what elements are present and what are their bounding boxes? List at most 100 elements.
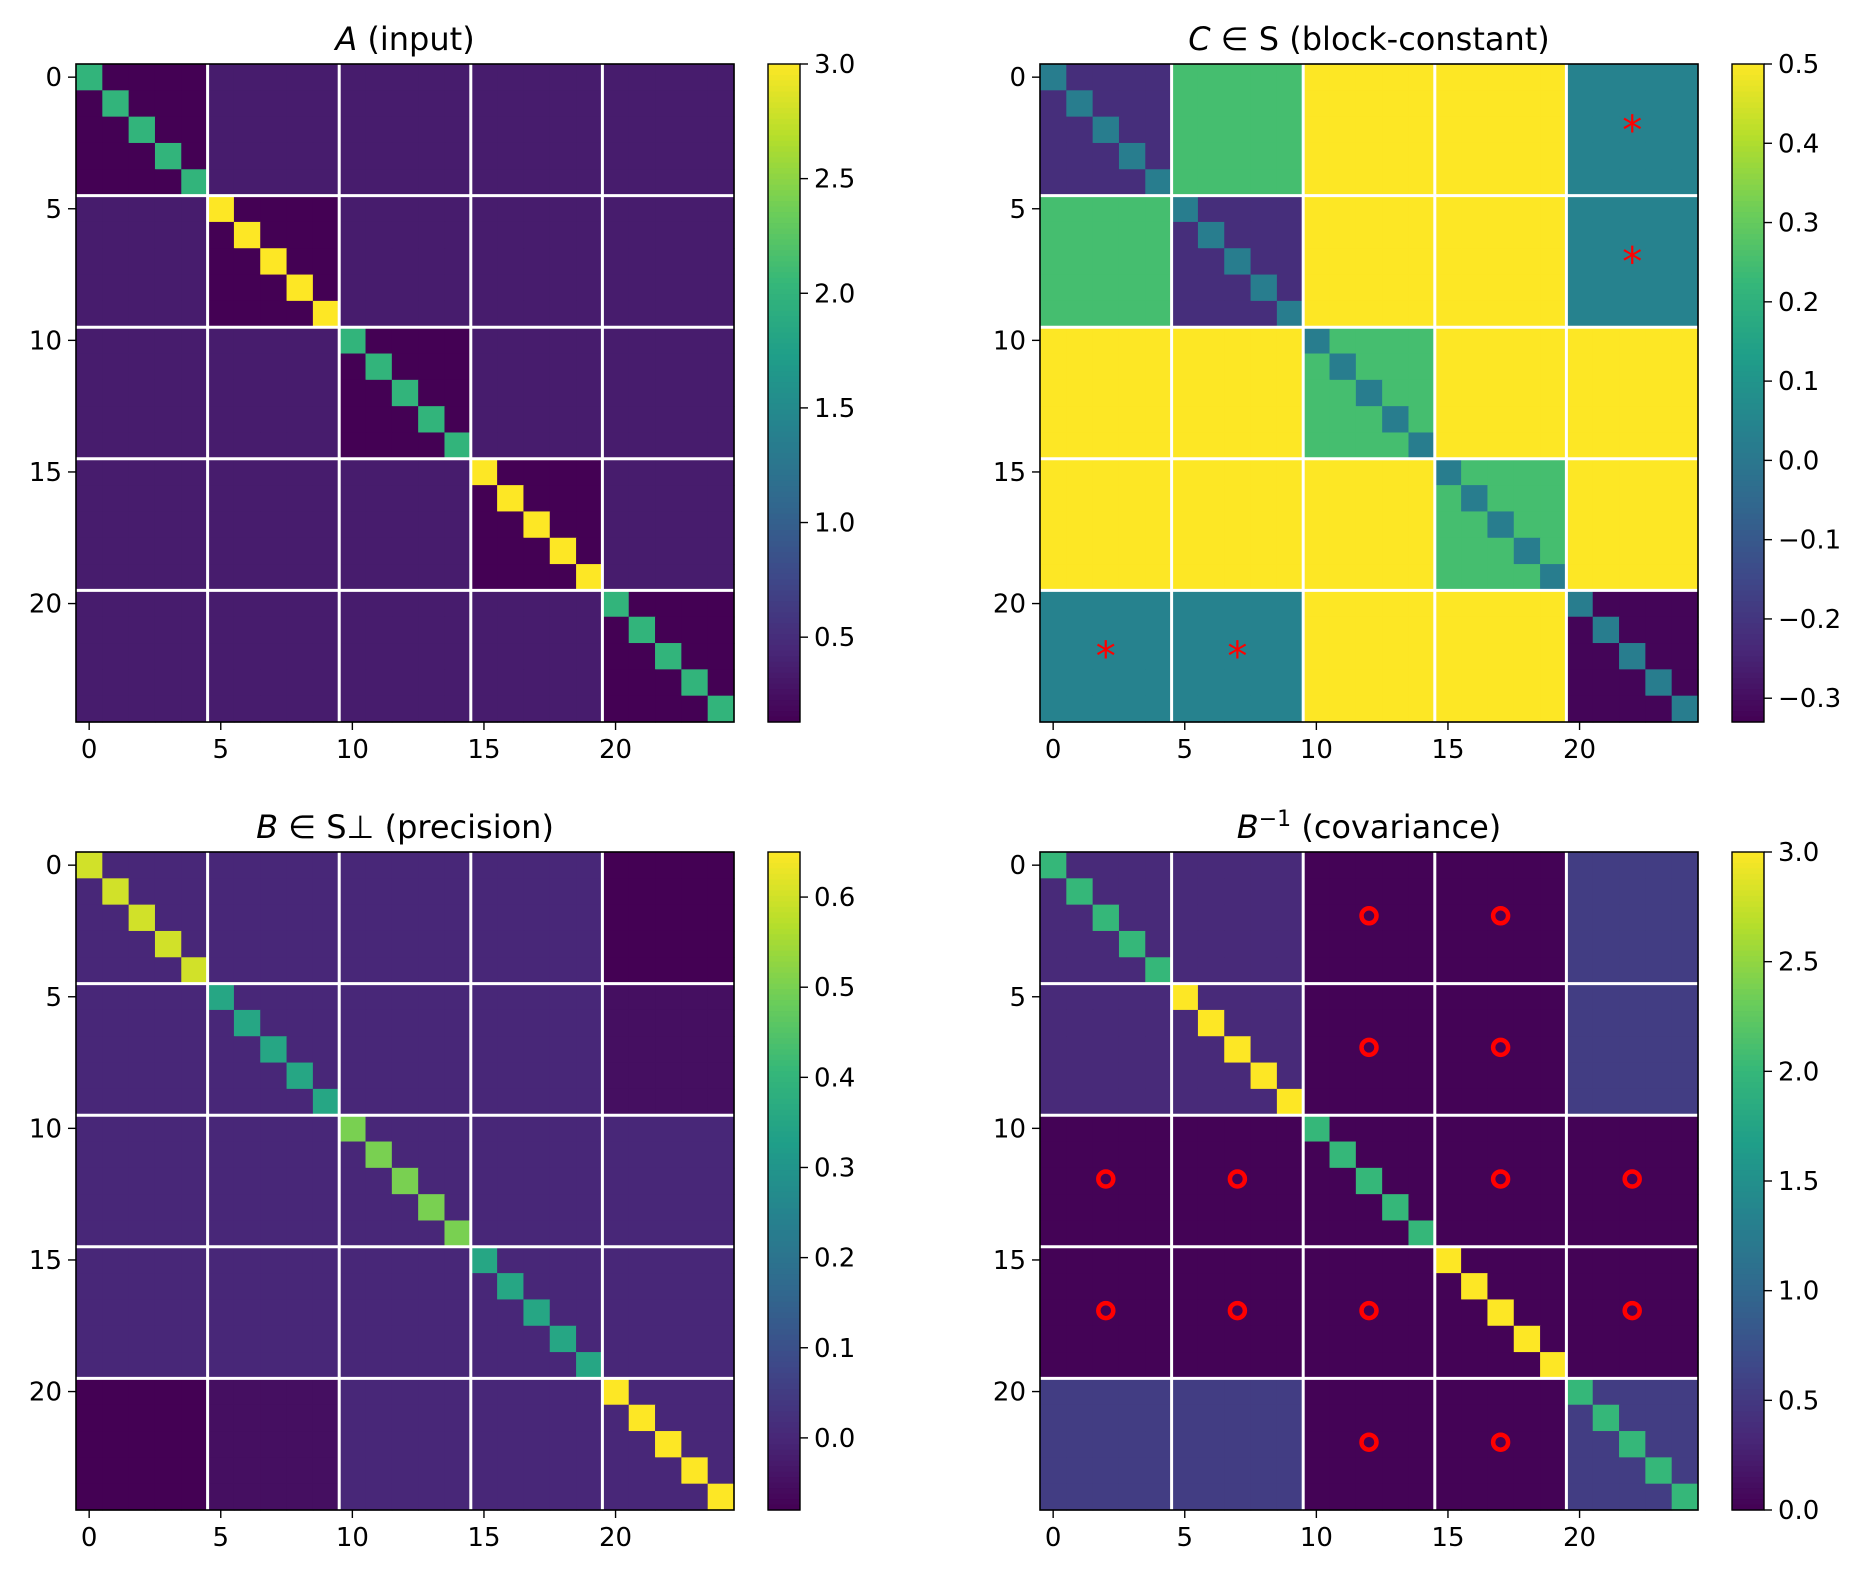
heatmap-cell: [1513, 695, 1541, 723]
heatmap-cell: [181, 1457, 209, 1485]
heatmap-cell: [312, 1062, 340, 1090]
heatmap-cell: [339, 1457, 367, 1485]
colorbar-segment: [768, 1416, 800, 1423]
heatmap-cell: [1671, 485, 1699, 513]
heatmap-cell: [102, 1167, 130, 1195]
heatmap-cell: [391, 1036, 419, 1064]
heatmap-cell: [1145, 353, 1173, 381]
heatmap-cell: [602, 904, 630, 932]
heatmap-cell: [1382, 643, 1410, 670]
colorbar-segment: [1732, 1312, 1764, 1319]
heatmap-cell: [1250, 248, 1278, 276]
heatmap-cell: [1513, 1325, 1541, 1353]
colorbar-segment: [768, 1460, 800, 1467]
heatmap-cell: [1382, 957, 1410, 985]
colorbar-segment: [1732, 349, 1764, 356]
colorbar-segment: [1732, 1394, 1764, 1401]
heatmap-cell: [1566, 983, 1594, 1011]
heatmap-cell: [1040, 458, 1067, 486]
heatmap-cell: [576, 1246, 603, 1274]
heatmap-cell: [1461, 1431, 1489, 1458]
heatmap-cell: [628, 353, 656, 381]
heatmap-cell: [1118, 379, 1146, 407]
heatmap-cell: [1040, 90, 1067, 118]
heatmap-cell: [1566, 878, 1594, 906]
heatmap-cell: [1250, 1483, 1278, 1511]
colorbar-segment: [768, 447, 800, 454]
colorbar-segment: [1732, 299, 1764, 306]
heatmap-cell: [128, 1404, 156, 1432]
heatmap-cell: [628, 169, 656, 197]
heatmap-cell: [1592, 669, 1620, 697]
heatmap-cell: [1487, 695, 1515, 723]
heatmap-cell: [1645, 353, 1673, 381]
heatmap-cell: [207, 537, 235, 565]
heatmap-cell: [1645, 1457, 1673, 1485]
heatmap-cell: [1408, 221, 1436, 249]
y-tick-label: 10: [993, 1114, 1026, 1144]
heatmap-cell: [628, 1352, 656, 1379]
heatmap-cell: [1619, 274, 1646, 302]
heatmap-cell: [1197, 1325, 1225, 1353]
heatmap-cell: [181, 643, 209, 670]
heatmap-cell: [470, 1115, 498, 1143]
heatmap-cell: [1250, 1404, 1278, 1432]
heatmap-cell: [655, 643, 682, 670]
heatmap-cell: [628, 511, 656, 539]
heatmap-cell: [1592, 327, 1620, 355]
heatmap-cell: [76, 432, 103, 460]
heatmap-cell: [681, 1115, 709, 1143]
colorbar-segment: [1732, 228, 1764, 235]
heatmap-cell: [1434, 169, 1462, 197]
heatmap-cell: [523, 142, 551, 170]
colorbar-segment: [768, 912, 800, 919]
heatmap-cell: [1434, 353, 1462, 381]
heatmap-cell: [470, 432, 498, 460]
heatmap-cell: [1540, 142, 1567, 170]
heatmap-cell: [1224, 564, 1252, 591]
heatmap-cell: [1408, 458, 1436, 486]
heatmap-cell: [286, 1194, 314, 1222]
heatmap-cell: [1276, 930, 1304, 958]
heatmap-cell: [628, 1273, 656, 1301]
heatmap-cell: [444, 1273, 472, 1301]
colorbar-segment: [1732, 661, 1764, 668]
heatmap-cell: [312, 432, 340, 460]
heatmap-cell: [1645, 852, 1673, 879]
heatmap-cell: [576, 590, 603, 618]
colorbar-segment: [768, 1499, 800, 1506]
heatmap-cell: [1303, 1246, 1331, 1274]
colorbar-segment: [768, 1444, 800, 1451]
heatmap-cell: [1092, 669, 1120, 697]
heatmap-cell: [1619, 248, 1646, 276]
heatmap-cell: [1487, 221, 1515, 249]
colorbar-segment: [1732, 376, 1764, 383]
heatmap-cell: [1145, 142, 1173, 170]
heatmap-cell: [1145, 1352, 1173, 1379]
heatmap-cell: [1329, 1141, 1357, 1169]
heatmap-cell: [1329, 1352, 1357, 1379]
heatmap-cell: [523, 64, 551, 91]
heatmap-cell: [418, 1273, 446, 1301]
heatmap-cell: [339, 1378, 367, 1406]
colorbar-segment: [1732, 683, 1764, 690]
heatmap-cell: [1224, 1009, 1252, 1037]
heatmap-cell: [260, 169, 288, 197]
y-tick-label: 5: [1009, 983, 1026, 1013]
heatmap-cell: [128, 1009, 156, 1037]
heatmap-cell: [102, 1009, 130, 1037]
heatmap-cell: [339, 1194, 367, 1222]
heatmap-cell: [418, 1457, 446, 1485]
colorbar-tick-label: 1.5: [1778, 1167, 1819, 1197]
heatmap-cell: [1224, 878, 1252, 906]
colorbar-segment: [768, 1060, 800, 1067]
heatmap-cell: [523, 248, 551, 276]
heatmap-cell: [1171, 1325, 1199, 1353]
heatmap-cell: [76, 195, 103, 223]
heatmap-cell: [1092, 485, 1120, 513]
heatmap-cell: [1645, 274, 1673, 302]
heatmap-cell: [207, 957, 235, 985]
colorbar-segment: [1732, 1181, 1764, 1188]
heatmap-cell: [1382, 669, 1410, 697]
heatmap-cell: [365, 379, 393, 407]
